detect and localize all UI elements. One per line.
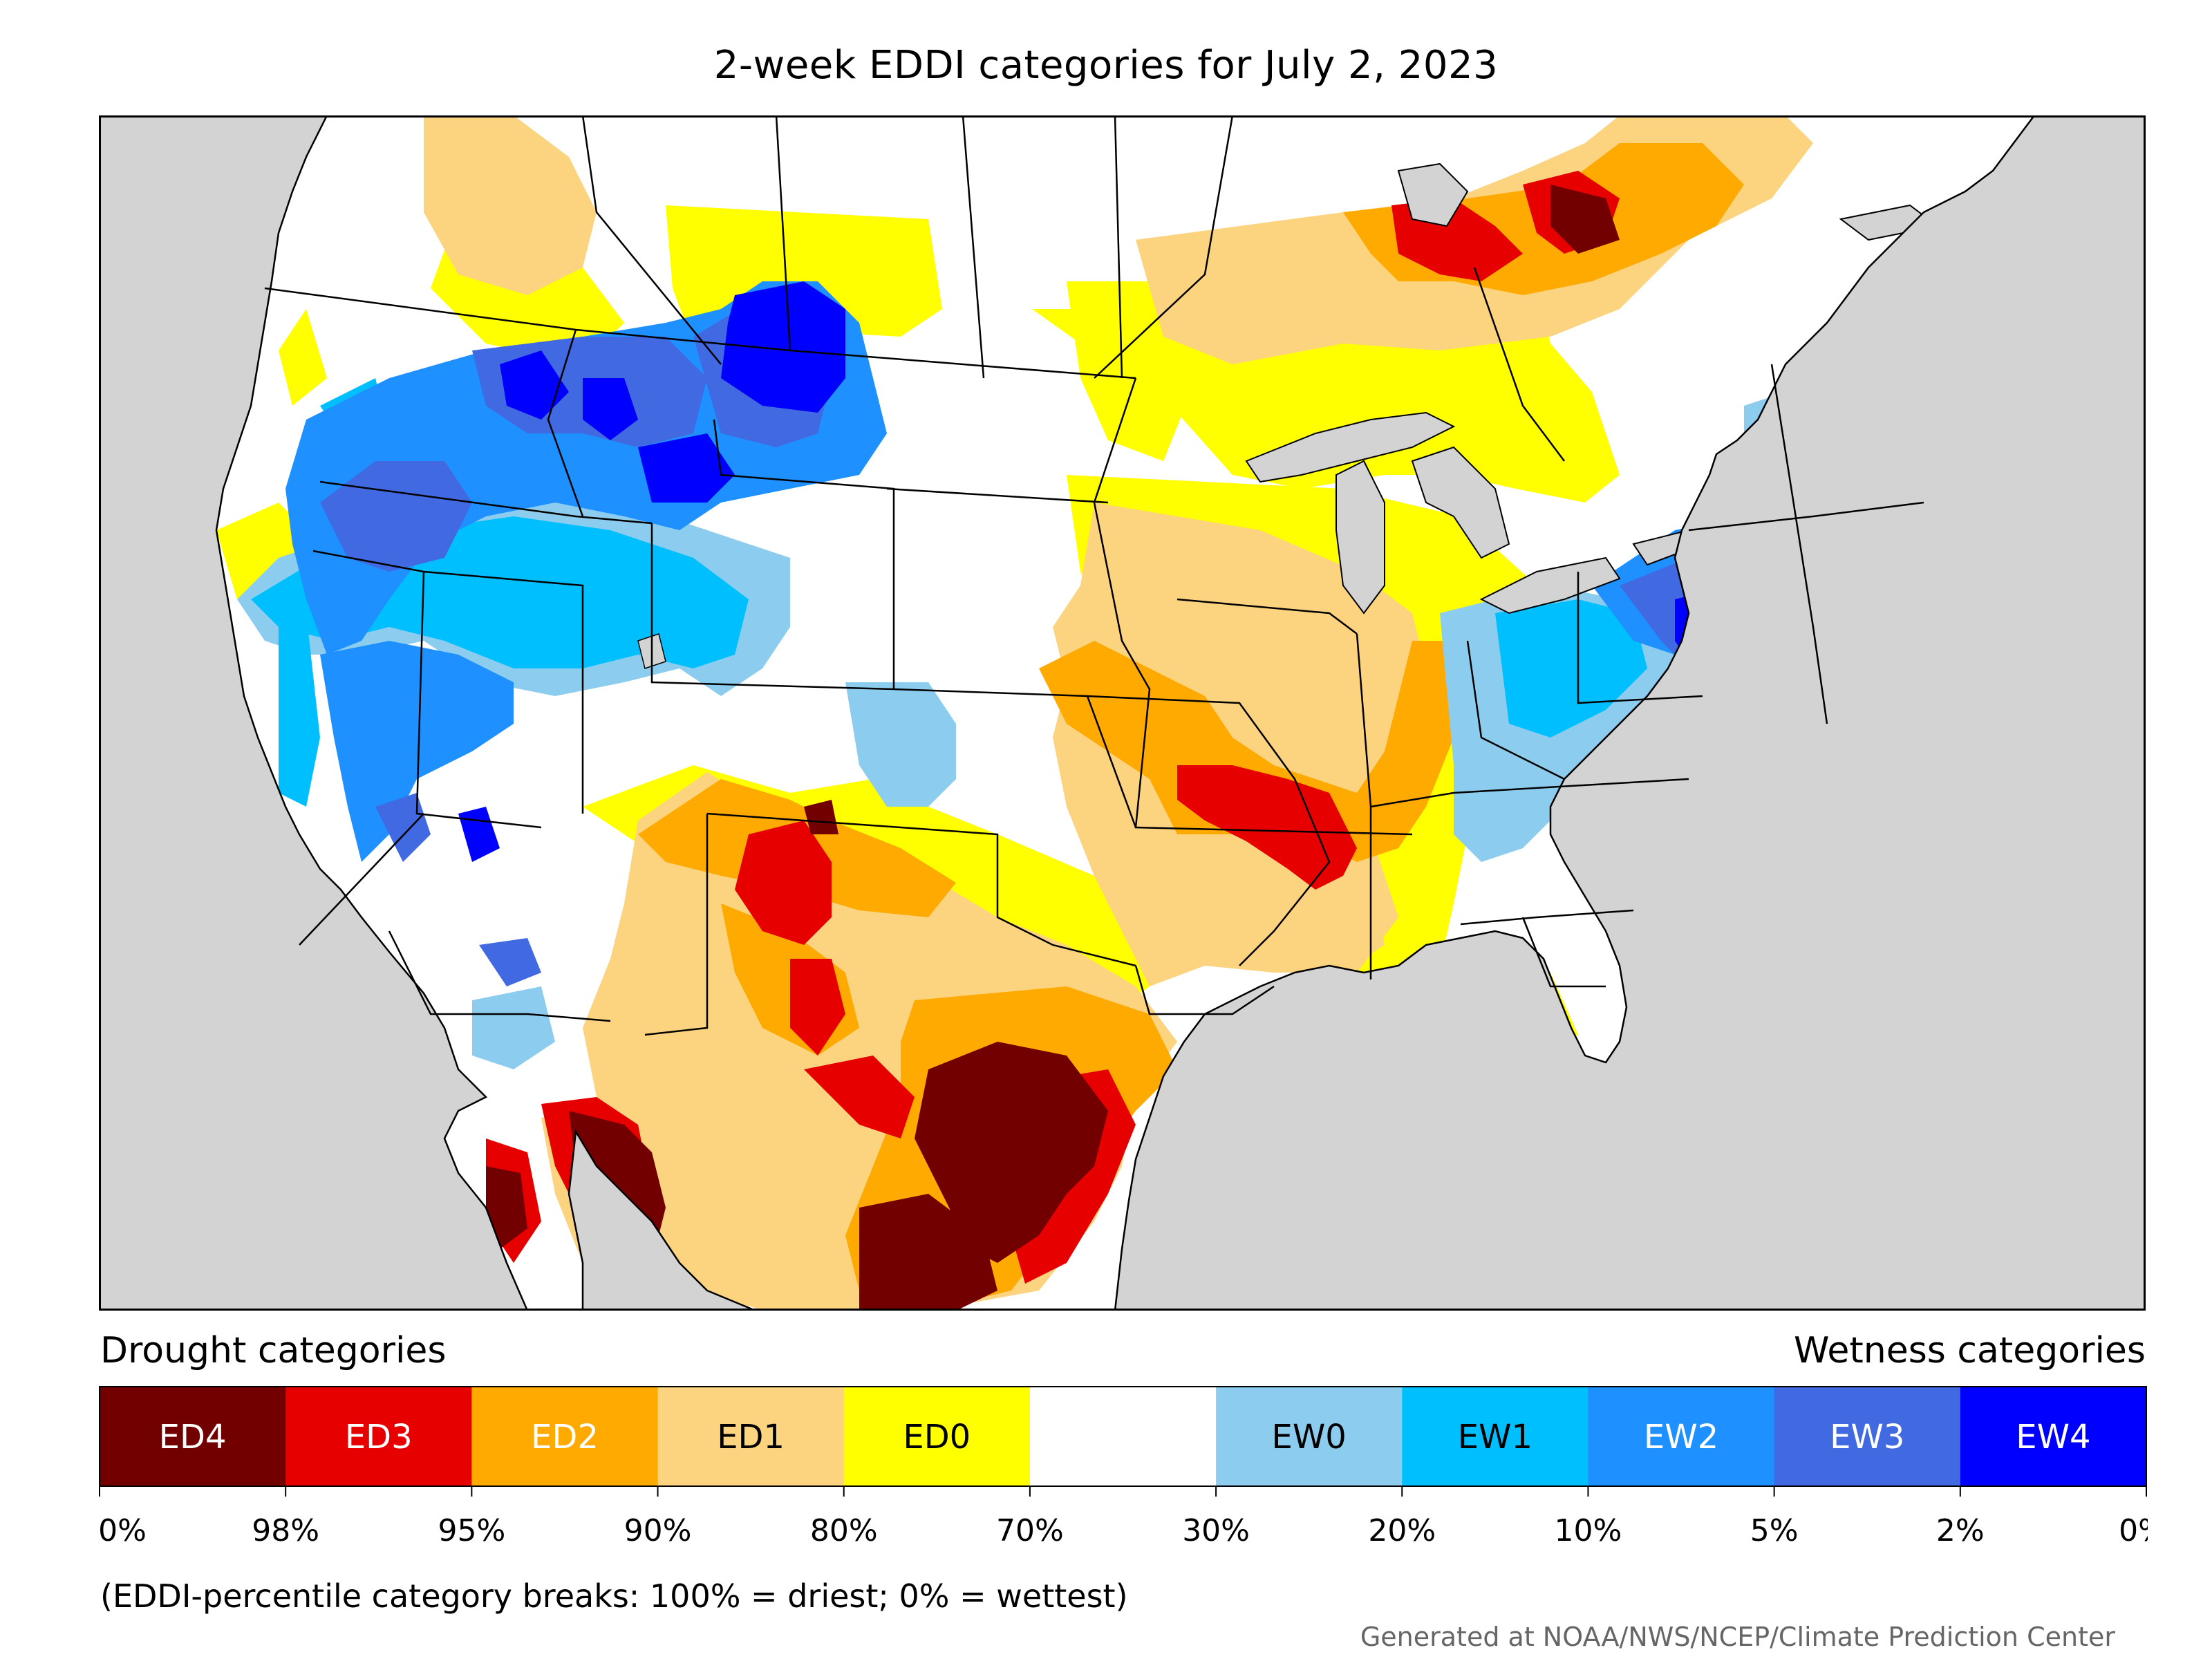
category-breaks-note: (EDDI-percentile category breaks: 100% =… bbox=[100, 1577, 1128, 1615]
colorbar-label: EW4 bbox=[2016, 1418, 2090, 1456]
colorbar-label: ED1 bbox=[717, 1418, 785, 1456]
map-title: 2-week EDDI categories for July 2, 2023 bbox=[713, 43, 1499, 88]
colorbar-ticks: 100% 98% 95% 90% 80% 70% 30% 20% 10% 5% 2% 0% bbox=[99, 1486, 2148, 1548]
colorbar-label: ED2 bbox=[531, 1418, 599, 1456]
colorbar-tick-label: 0% bbox=[2119, 1513, 2148, 1548]
colorbar-cell bbox=[1774, 1387, 1961, 1486]
eddi-category-field bbox=[216, 115, 2146, 1311]
colorbar-frame bbox=[99, 1386, 2147, 1487]
colorbar-tick-label: 98% bbox=[252, 1513, 319, 1548]
colorbar-cell bbox=[657, 1387, 845, 1486]
wetness-categories-heading: Wetness categories bbox=[1794, 1330, 2146, 1371]
colorbar-tick-label: 10% bbox=[1555, 1513, 1622, 1548]
colorbar-cell bbox=[100, 1387, 286, 1486]
colorbar-tick-label: 80% bbox=[810, 1513, 878, 1548]
drought-categories-heading: Drought categories bbox=[100, 1330, 447, 1371]
colorbar-tick-label: 2% bbox=[1936, 1513, 1985, 1548]
colorbar-cell bbox=[1029, 1387, 1217, 1486]
map-frame bbox=[99, 115, 2146, 1311]
colorbar-label: EW1 bbox=[1458, 1418, 1533, 1456]
colorbar-label: ED4 bbox=[159, 1418, 227, 1456]
colorbar-label: EW0 bbox=[1272, 1418, 1347, 1456]
ed4-regions bbox=[486, 185, 1620, 1311]
colorbar-tick-label: 90% bbox=[624, 1513, 692, 1548]
colorbar-tick-label: 70% bbox=[996, 1513, 1064, 1548]
colorbar-tick-label: 30% bbox=[1182, 1513, 1250, 1548]
colorbar-cells: ED4 ED3 ED2 ED1 ED0 EW0 EW1 EW2 EW3 EW4 bbox=[100, 1387, 2147, 1486]
colorbar-cell bbox=[1216, 1387, 1403, 1486]
colorbar-label: ED0 bbox=[903, 1418, 971, 1456]
colorbar-tick-label: 20% bbox=[1368, 1513, 1436, 1548]
category-colorbar: ED4 ED3 ED2 ED1 ED0 EW0 EW1 EW2 EW3 EW4 100% 98% 95… bbox=[99, 1386, 2148, 1548]
colorbar-cell bbox=[285, 1387, 472, 1486]
state-boundaries bbox=[264, 115, 1924, 1036]
great-lakes bbox=[1245, 162, 1940, 615]
colorbar-cell bbox=[1960, 1387, 2147, 1486]
eddi-map bbox=[99, 115, 2146, 1311]
colorbar-tick-label: 5% bbox=[1750, 1513, 1799, 1548]
colorbar-cell bbox=[1588, 1387, 1775, 1486]
colorbar-tick-label: 100% bbox=[99, 1513, 147, 1548]
colorbar-label: EW3 bbox=[1830, 1418, 1904, 1456]
colorbar-label: EW2 bbox=[1644, 1418, 1718, 1456]
colorbar-cell bbox=[843, 1387, 1031, 1486]
colorbar-cell bbox=[1402, 1387, 1588, 1486]
colorbar-label: ED3 bbox=[345, 1418, 413, 1456]
credit-line: Generated at NOAA/NWS/NCEP/Climate Predi… bbox=[1360, 1622, 2115, 1652]
colorbar-tick-label: 95% bbox=[438, 1513, 505, 1548]
colorbar-cell bbox=[471, 1387, 659, 1486]
